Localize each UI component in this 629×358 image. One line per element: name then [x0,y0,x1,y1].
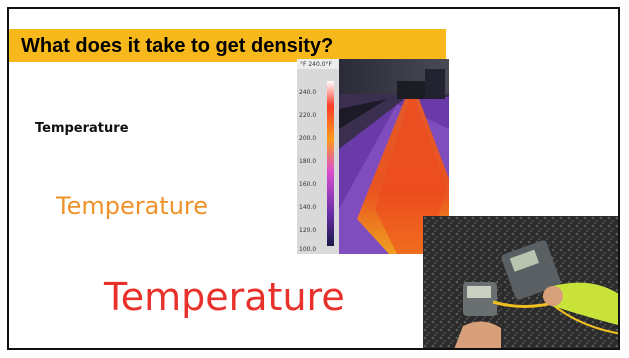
scale-label: 140.0 [299,204,316,211]
scale-label: 200.0 [299,135,316,142]
thermal-color-bar [327,81,334,246]
slide-title: What does it take to get density? [21,35,334,57]
hivis-sleeve [553,282,618,325]
right-thermometer-device [501,240,561,300]
scale-label: 120.0 [299,227,316,234]
scale-label: 180.0 [299,158,316,165]
scale-label: 240.0 [299,89,316,96]
left-thermometer-device [463,282,497,316]
temperature-small-text: Temperature [35,121,129,136]
hand [543,286,563,306]
temperature-large-text: Temperature [104,275,345,319]
slide: What does it take to get density? Temper… [7,7,620,350]
scale-label: 160.0 [299,181,316,188]
hand [454,321,501,348]
thermal-image: °F 240.0°F 240.0 220.0 200.0 180.0 160.0… [297,59,449,254]
thermal-header-label: °F 240.0°F [300,61,333,68]
temperature-medium-text: Temperature [56,192,209,220]
scale-label: 220.0 [299,112,316,119]
scale-label: 100.0 [299,246,316,253]
title-bar: What does it take to get density? [9,29,446,62]
thermometer-photo [423,216,618,348]
